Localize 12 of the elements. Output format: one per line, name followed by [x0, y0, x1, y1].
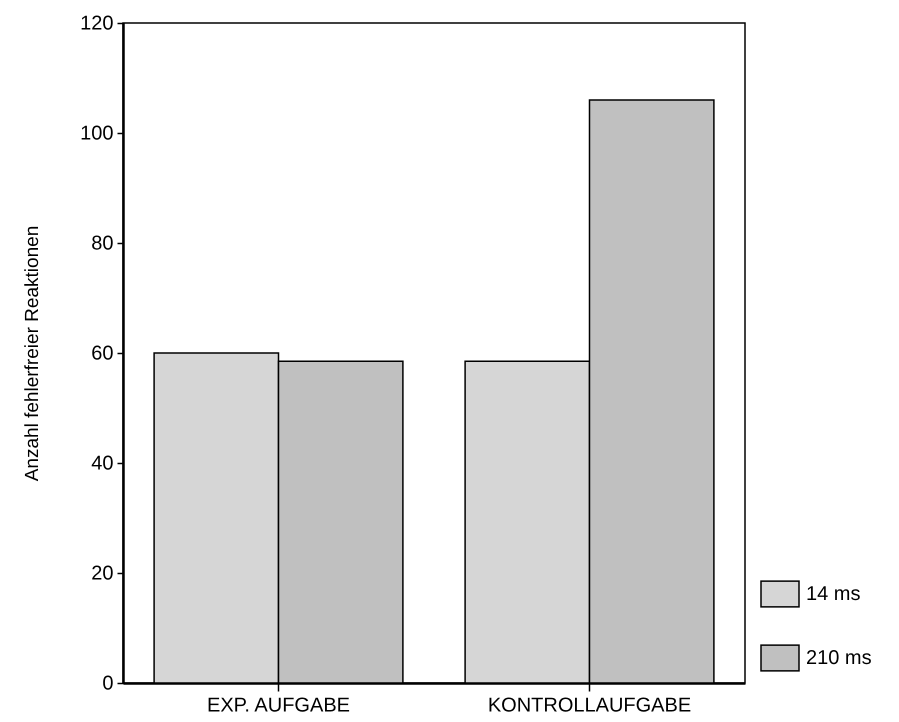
- legend-label: 14 ms: [806, 583, 860, 605]
- y-tick-label: 20: [91, 562, 114, 584]
- legend-label: 210 ms: [806, 647, 872, 669]
- y-tick-label: 60: [91, 342, 114, 364]
- y-axis-title: Anzahl fehlerfreier Reaktionen: [22, 226, 44, 482]
- x-tick-label: EXP. AUFGABE: [206, 694, 350, 716]
- y-tick-label: 40: [91, 452, 114, 474]
- y-tick-label: 100: [80, 122, 114, 144]
- y-tick-label: 80: [91, 232, 114, 254]
- y-tick-label: 0: [102, 672, 114, 694]
- x-tick-label: KONTROLLAUFGABE: [488, 694, 692, 716]
- y-tick-label: 120: [80, 12, 114, 34]
